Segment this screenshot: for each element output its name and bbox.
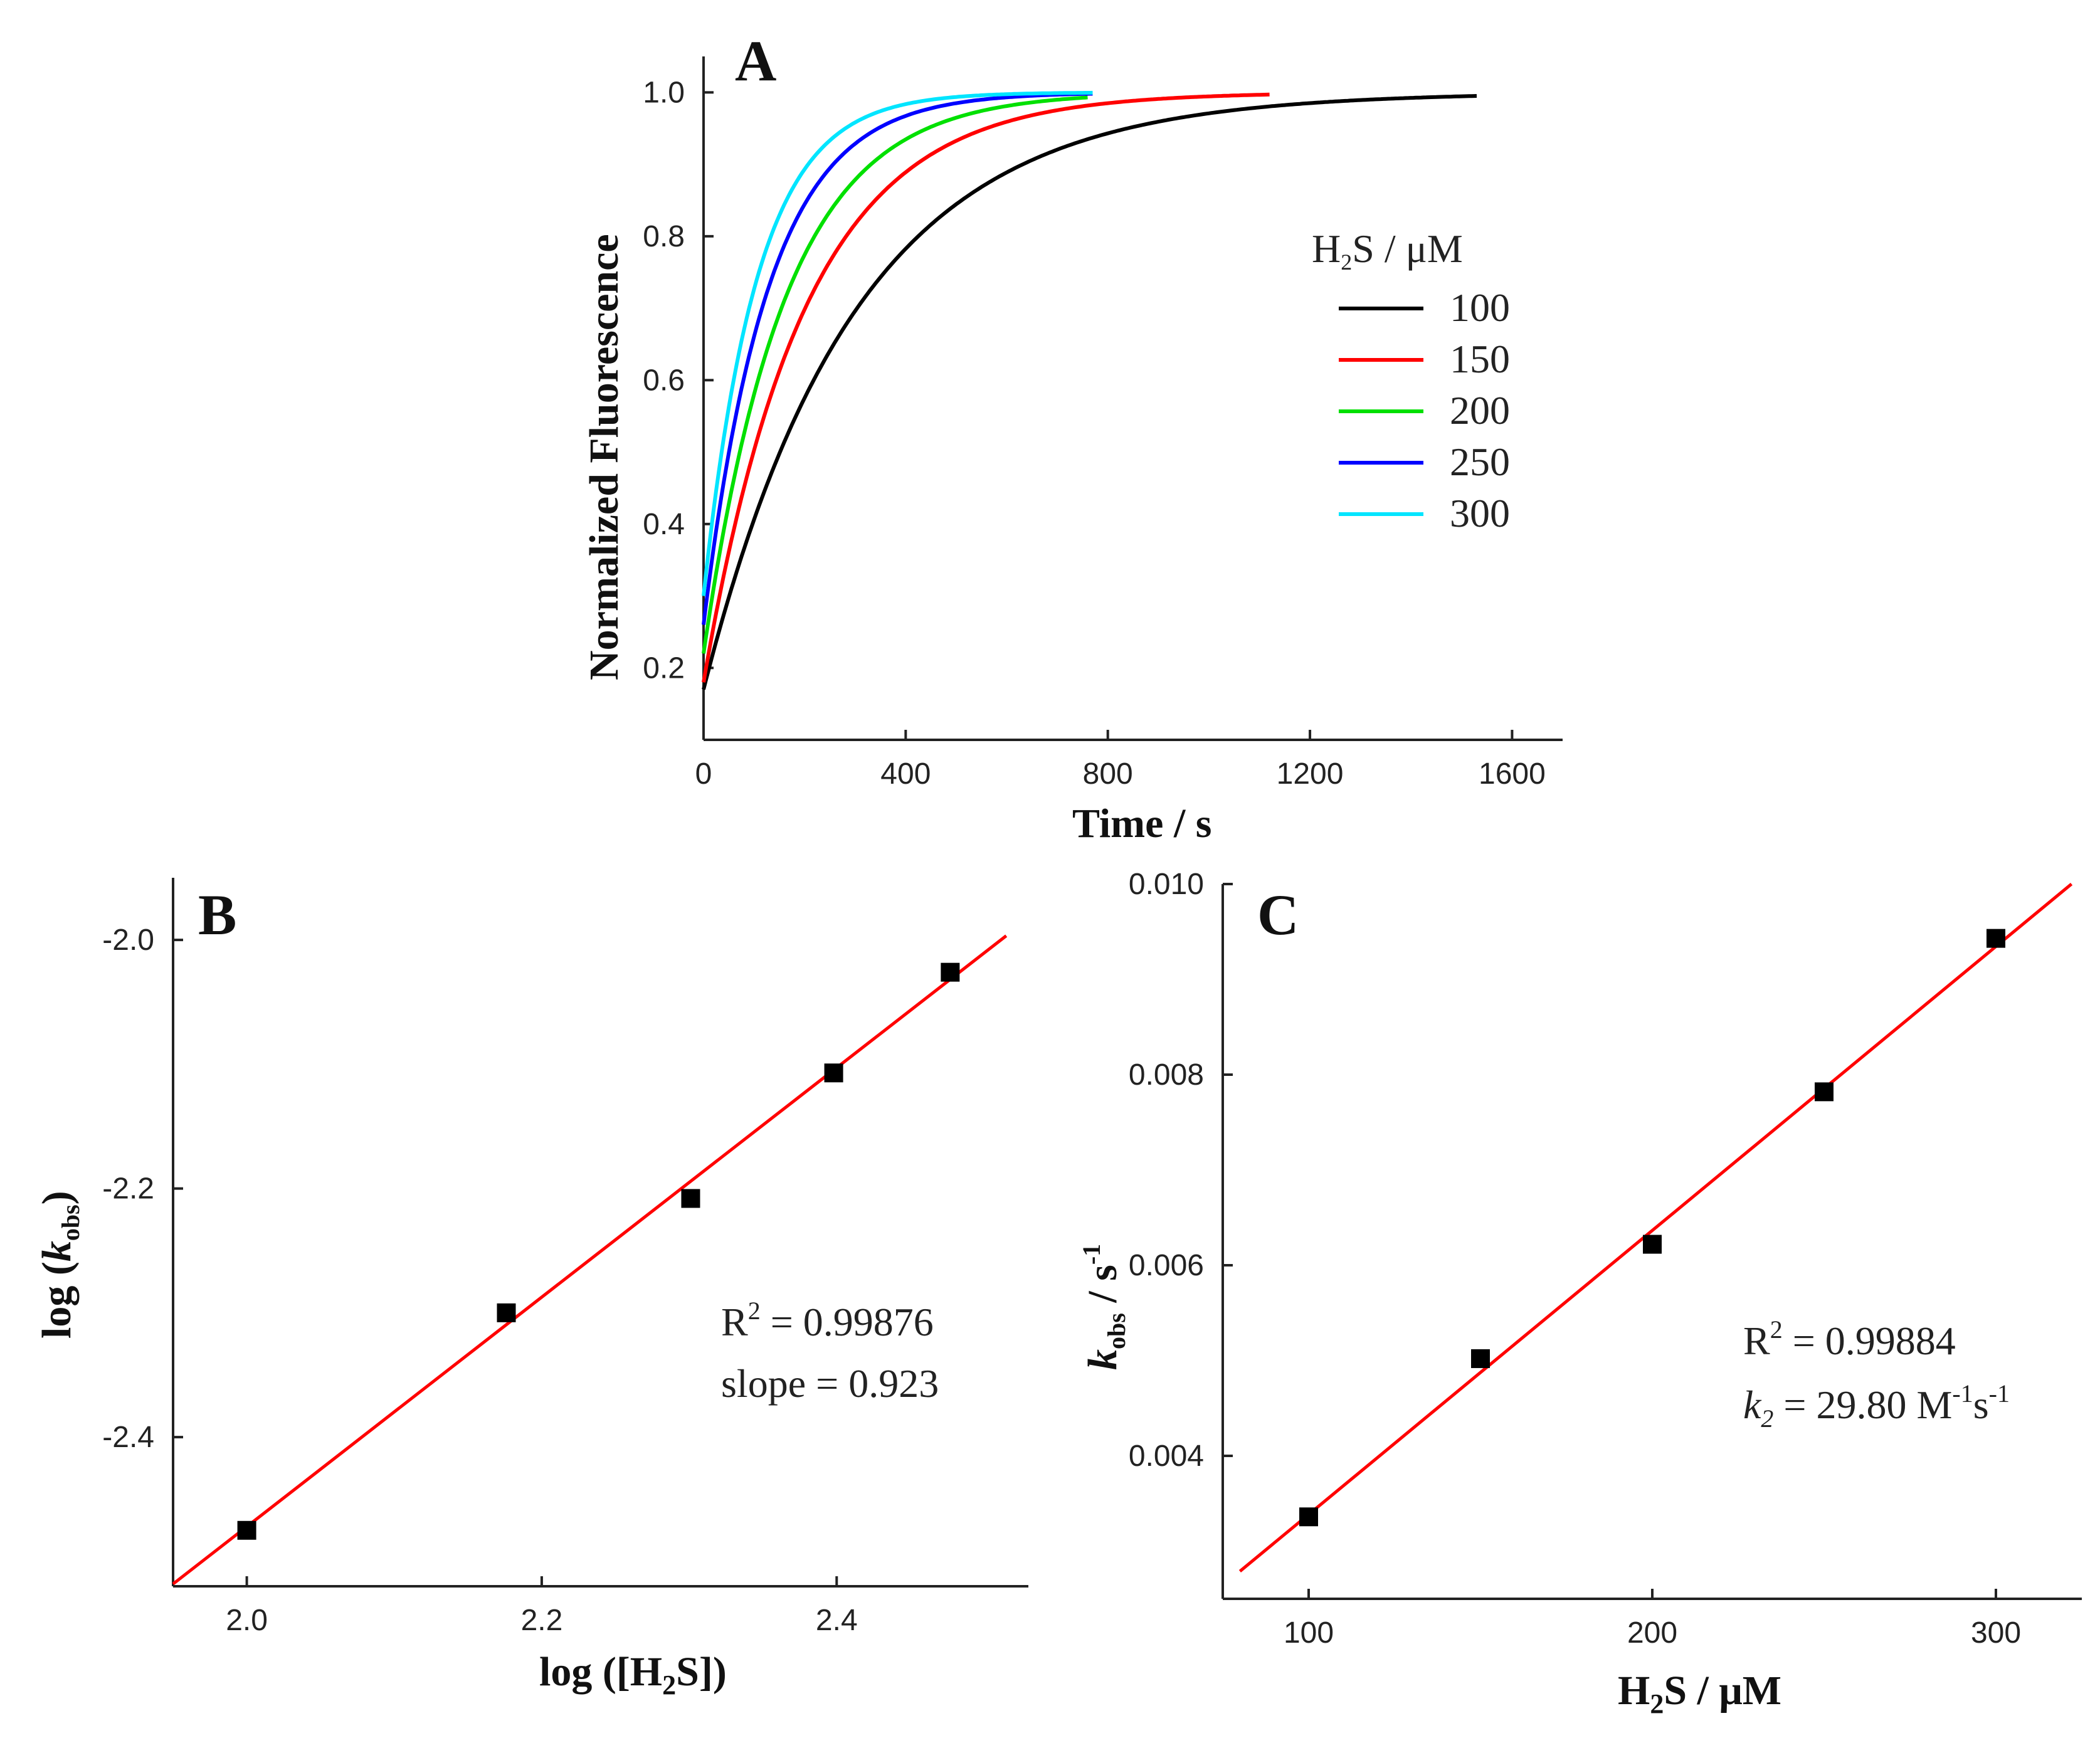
panel-c-k2: k2 = 29.80 M-1s-1 <box>1743 1379 2010 1433</box>
legend-label-100: 100 <box>1450 285 1510 330</box>
series-300-line <box>702 90 1093 596</box>
b-data-point <box>941 962 960 982</box>
panel-a-legend: H2S / μM 100 150 200 250 300 <box>1312 226 1510 535</box>
series-250-line <box>702 92 1093 625</box>
b-data-point <box>497 1303 516 1322</box>
panel-c-points <box>1299 929 2005 1527</box>
panel-a: A 0 400 800 1200 1600 0.2 0.4 0.6 0.8 1.0 Time /… <box>581 29 1563 846</box>
a-ytick-label: 0.6 <box>643 364 685 397</box>
panel-c-y-label: kobs / s-1 <box>1077 1244 1131 1370</box>
panel-c-fit <box>1238 882 2073 1572</box>
c-data-point <box>1643 1235 1662 1254</box>
c-fit-line <box>1238 882 2073 1572</box>
b-fit-line <box>172 934 1008 1586</box>
legend-label-300: 300 <box>1450 491 1510 535</box>
panel-a-label: A <box>735 29 776 93</box>
a-ytick-label: 0.8 <box>643 220 685 253</box>
panel-a-x-label: Time / s <box>1072 801 1211 846</box>
b-ytick-label: -2.0 <box>102 924 154 957</box>
panel-b-points <box>237 962 960 1540</box>
a-xtick-label: 0 <box>695 757 712 791</box>
a-xtick-label: 800 <box>1083 757 1133 791</box>
c-data-point <box>1471 1349 1490 1368</box>
legend-label-250: 250 <box>1450 440 1510 484</box>
a-ytick-label: 1.0 <box>643 76 685 109</box>
panel-b-label: B <box>198 883 236 947</box>
panel-a-y-ticks: 0.2 0.4 0.6 0.8 1.0 <box>643 76 714 685</box>
panel-a-y-label: Normalized Fluorescence <box>581 234 627 680</box>
b-data-point <box>681 1189 700 1208</box>
b-ytick-label: -2.2 <box>102 1172 154 1206</box>
b-xtick-label: 2.2 <box>521 1604 563 1637</box>
panel-b-slope: slope = 0.923 <box>721 1361 939 1406</box>
legend-label-200: 200 <box>1450 388 1510 433</box>
panel-b-y-ticks: -2.0 -2.2 -2.4 <box>102 924 183 1454</box>
a-xtick-label: 1200 <box>1277 757 1344 791</box>
c-xtick-label: 200 <box>1627 1616 1677 1650</box>
b-data-point <box>237 1520 256 1540</box>
panel-b-x-label: log ([H2S]) <box>539 1649 727 1700</box>
legend-title: H2S / μM <box>1312 226 1463 275</box>
series-200-line <box>702 95 1088 654</box>
panel-c-label: C <box>1257 883 1299 947</box>
c-ytick-label: 0.006 <box>1129 1249 1204 1282</box>
panel-c: C 100 200 300 0.004 0.006 0.008 0.010 H2S / μ… <box>1077 868 2082 1719</box>
panel-b-x-ticks: 2.0 2.2 2.4 <box>226 1576 858 1637</box>
panel-a-series <box>702 90 1477 690</box>
b-data-point <box>824 1063 843 1083</box>
a-ytick-label: 0.2 <box>643 651 685 685</box>
b-xtick-label: 2.4 <box>816 1604 858 1637</box>
panel-b-fit <box>172 934 1008 1586</box>
panel-b: B 2.0 2.2 2.4 -2.0 -2.2 -2.4 log ([H2S]) log… <box>34 878 1028 1700</box>
a-ytick-label: 0.4 <box>643 508 685 541</box>
c-xtick-label: 300 <box>1971 1616 2021 1650</box>
c-data-point <box>1299 1507 1318 1527</box>
panel-c-x-ticks: 100 200 300 <box>1284 1589 2021 1650</box>
panel-b-r2: R2 = 0.99876 <box>721 1297 934 1344</box>
c-data-point <box>1815 1082 1834 1102</box>
a-xtick-label: 1600 <box>1479 757 1546 791</box>
panel-a-x-ticks: 0 400 800 1200 1600 <box>695 730 1546 791</box>
panel-b-y-label: log (kobs) <box>34 1191 85 1339</box>
panel-c-y-ticks: 0.004 0.006 0.008 0.010 <box>1129 868 1233 1473</box>
c-ytick-label: 0.004 <box>1129 1440 1204 1473</box>
legend-label-150: 150 <box>1450 337 1510 381</box>
c-ytick-label: 0.010 <box>1129 868 1204 901</box>
panel-c-r2: R2 = 0.99884 <box>1743 1315 1956 1363</box>
series-150-line <box>702 92 1270 683</box>
c-ytick-label: 0.008 <box>1129 1058 1204 1092</box>
c-data-point <box>1987 929 2005 948</box>
c-xtick-label: 100 <box>1284 1616 1334 1650</box>
b-ytick-label: -2.4 <box>102 1421 154 1454</box>
a-xtick-label: 400 <box>880 757 931 791</box>
b-xtick-label: 2.0 <box>226 1604 268 1637</box>
panel-c-x-label: H2S / μM <box>1618 1668 1781 1719</box>
series-100-line <box>702 94 1477 690</box>
